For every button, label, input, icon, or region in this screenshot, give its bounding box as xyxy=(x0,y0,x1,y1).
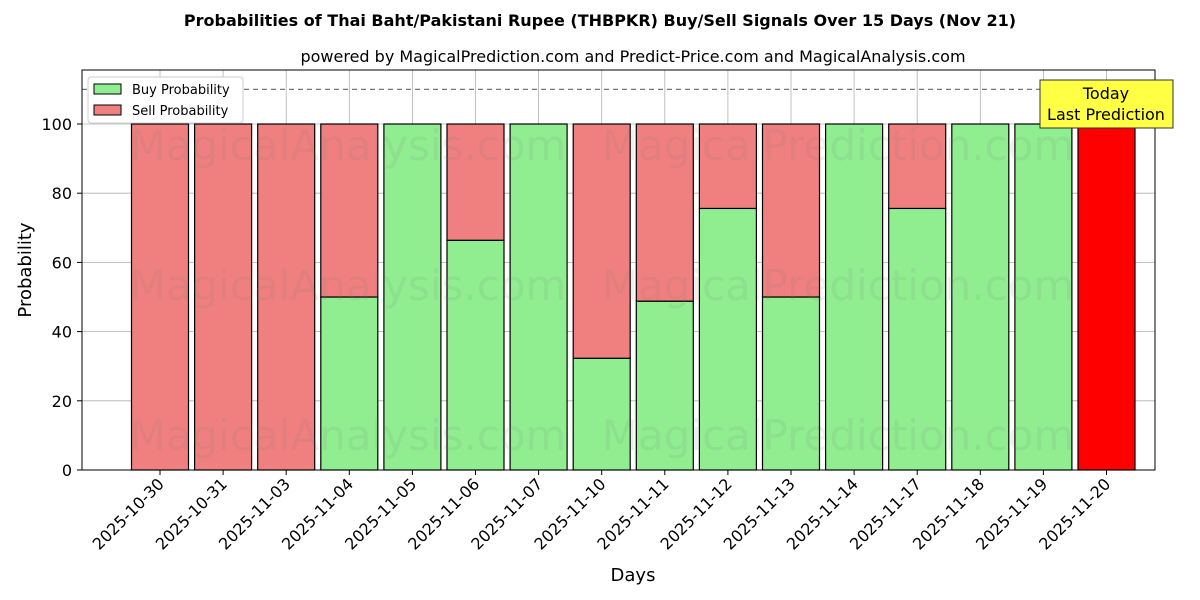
bar-sell xyxy=(257,123,316,471)
y-tick-label: 20 xyxy=(52,392,72,411)
watermark: MagicalAnalysis.com xyxy=(130,411,567,460)
y-tick-label: 40 xyxy=(52,323,72,342)
bar-buy xyxy=(383,123,442,471)
bar-buy xyxy=(888,207,947,471)
bar-buy xyxy=(509,123,568,471)
y-axis-label: Probability xyxy=(15,222,36,317)
legend-swatch-sell xyxy=(93,104,122,116)
today-annotation: Today Last Prediction xyxy=(1039,79,1174,129)
plot-frame xyxy=(81,69,1156,471)
legend-label-buy: Buy Probability xyxy=(132,83,230,98)
bar-sell xyxy=(698,123,758,210)
bar-sell xyxy=(446,123,505,241)
bar-buy xyxy=(635,300,694,471)
watermark: MagicalPrediction.com xyxy=(602,121,1075,170)
chart-subtitle: powered by MagicalPrediction.com and Pre… xyxy=(300,47,965,66)
bar-buy xyxy=(824,123,884,471)
y-tick-label: 100 xyxy=(41,115,72,134)
chart-title: Probabilities of Thai Baht/Pakistani Rup… xyxy=(184,11,1016,30)
bar-sell xyxy=(761,123,821,298)
y-tick-label: 0 xyxy=(62,461,72,480)
bar-sell xyxy=(320,123,379,298)
bar-sell xyxy=(888,123,947,210)
x-axis-label: Days xyxy=(611,565,656,586)
annotation-line1: Today xyxy=(1082,84,1129,103)
legend-swatch-buy xyxy=(93,83,122,95)
watermark: MagicalPrediction.com xyxy=(602,411,1075,460)
watermark: MagicalAnalysis.com xyxy=(130,121,567,170)
bar-buy xyxy=(446,239,505,471)
legend: Buy Probability Sell Probability xyxy=(87,76,244,124)
annotation-line2: Last Prediction xyxy=(1047,105,1165,124)
bar-buy xyxy=(698,207,758,471)
bar-sell xyxy=(572,123,631,359)
watermark: MagicalPrediction.com xyxy=(602,261,1075,310)
bar-sell xyxy=(635,123,694,302)
bar-sell xyxy=(1077,123,1136,471)
y-tick-label: 80 xyxy=(52,184,72,203)
bar-buy xyxy=(1014,123,1073,471)
watermark: MagicalAnalysis.com xyxy=(130,261,567,310)
y-tick-label: 60 xyxy=(52,253,72,272)
legend-label-sell: Sell Probability xyxy=(132,104,229,119)
bar-buy xyxy=(761,296,821,471)
bar-buy xyxy=(951,123,1010,471)
